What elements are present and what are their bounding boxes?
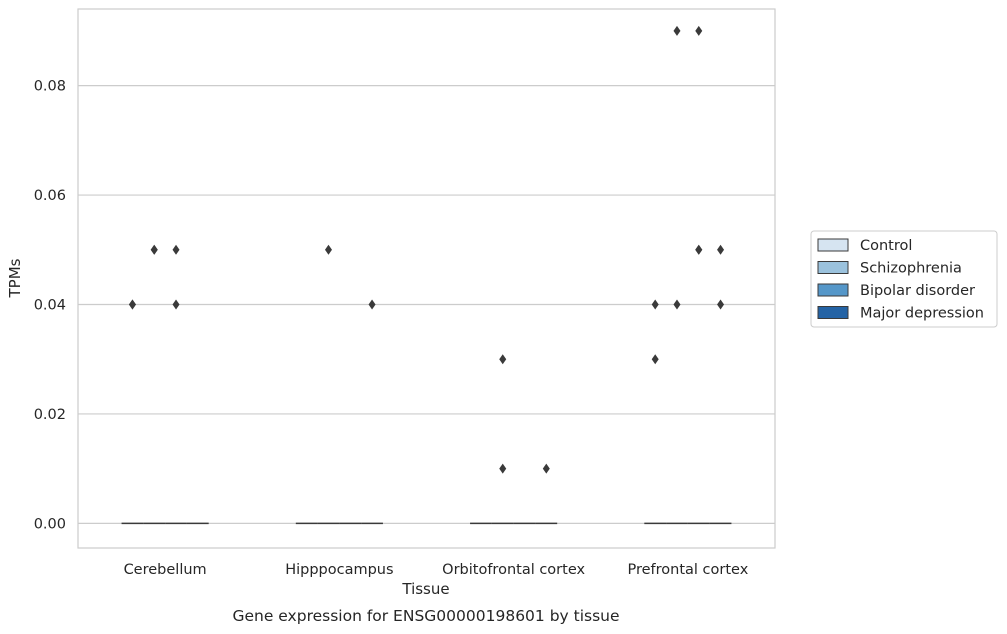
legend: Control Schizophrenia Bipolar disorder Majo… xyxy=(810,230,998,328)
outlier-point xyxy=(673,25,681,36)
outlier-point xyxy=(651,299,659,310)
y-tick-label: 0.08 xyxy=(34,79,66,95)
outlier-point xyxy=(150,244,158,255)
outlier-point xyxy=(128,299,136,310)
x-axis-label: Tissue xyxy=(401,580,449,598)
legend-label: Schizophrenia xyxy=(860,261,962,277)
legend-swatch xyxy=(817,261,849,274)
y-tick-labels: 0.00 0.02 0.04 0.06 0.08 xyxy=(34,79,66,533)
grid-lines xyxy=(78,85,775,524)
outlier-point xyxy=(324,244,332,255)
outlier-point xyxy=(499,463,507,474)
plot-frame xyxy=(77,8,776,549)
x-tick-label: Cerebellum xyxy=(124,562,207,578)
legend-label: Bipolar disorder xyxy=(860,283,975,299)
outlier-point xyxy=(368,299,376,310)
outlier-point xyxy=(651,354,659,365)
outlier-points xyxy=(128,25,725,474)
outlier-point xyxy=(172,244,180,255)
y-tick-label: 0.00 xyxy=(34,516,66,532)
legend-label: Control xyxy=(860,238,912,254)
outlier-point xyxy=(172,299,180,310)
x-tick-labels: Cerebellum Hipppocampus Orbitofrontal cort… xyxy=(124,562,749,578)
chart-caption: Gene expression for ENSG00000198601 by t… xyxy=(232,607,619,625)
outlier-point xyxy=(542,463,550,474)
legend-swatch xyxy=(817,306,849,319)
legend-swatch xyxy=(817,283,849,297)
x-tick-label: Hipppocampus xyxy=(285,562,393,578)
y-tick-label: 0.04 xyxy=(34,297,66,313)
legend-label: Major depression xyxy=(860,306,984,322)
outlier-point xyxy=(695,25,703,36)
legend-frame xyxy=(810,230,998,328)
y-axis-label: TPMs xyxy=(6,258,24,298)
legend-swatch xyxy=(817,238,849,252)
y-tick-label: 0.02 xyxy=(34,407,66,423)
outlier-point xyxy=(717,244,725,255)
outlier-point xyxy=(499,354,507,365)
outlier-point xyxy=(673,299,681,310)
outlier-point xyxy=(695,244,703,255)
x-tick-label: Orbitofrontal cortex xyxy=(442,562,585,578)
y-tick-label: 0.06 xyxy=(34,188,66,204)
outlier-point xyxy=(717,299,725,310)
x-tick-label: Prefrontal cortex xyxy=(627,562,748,578)
